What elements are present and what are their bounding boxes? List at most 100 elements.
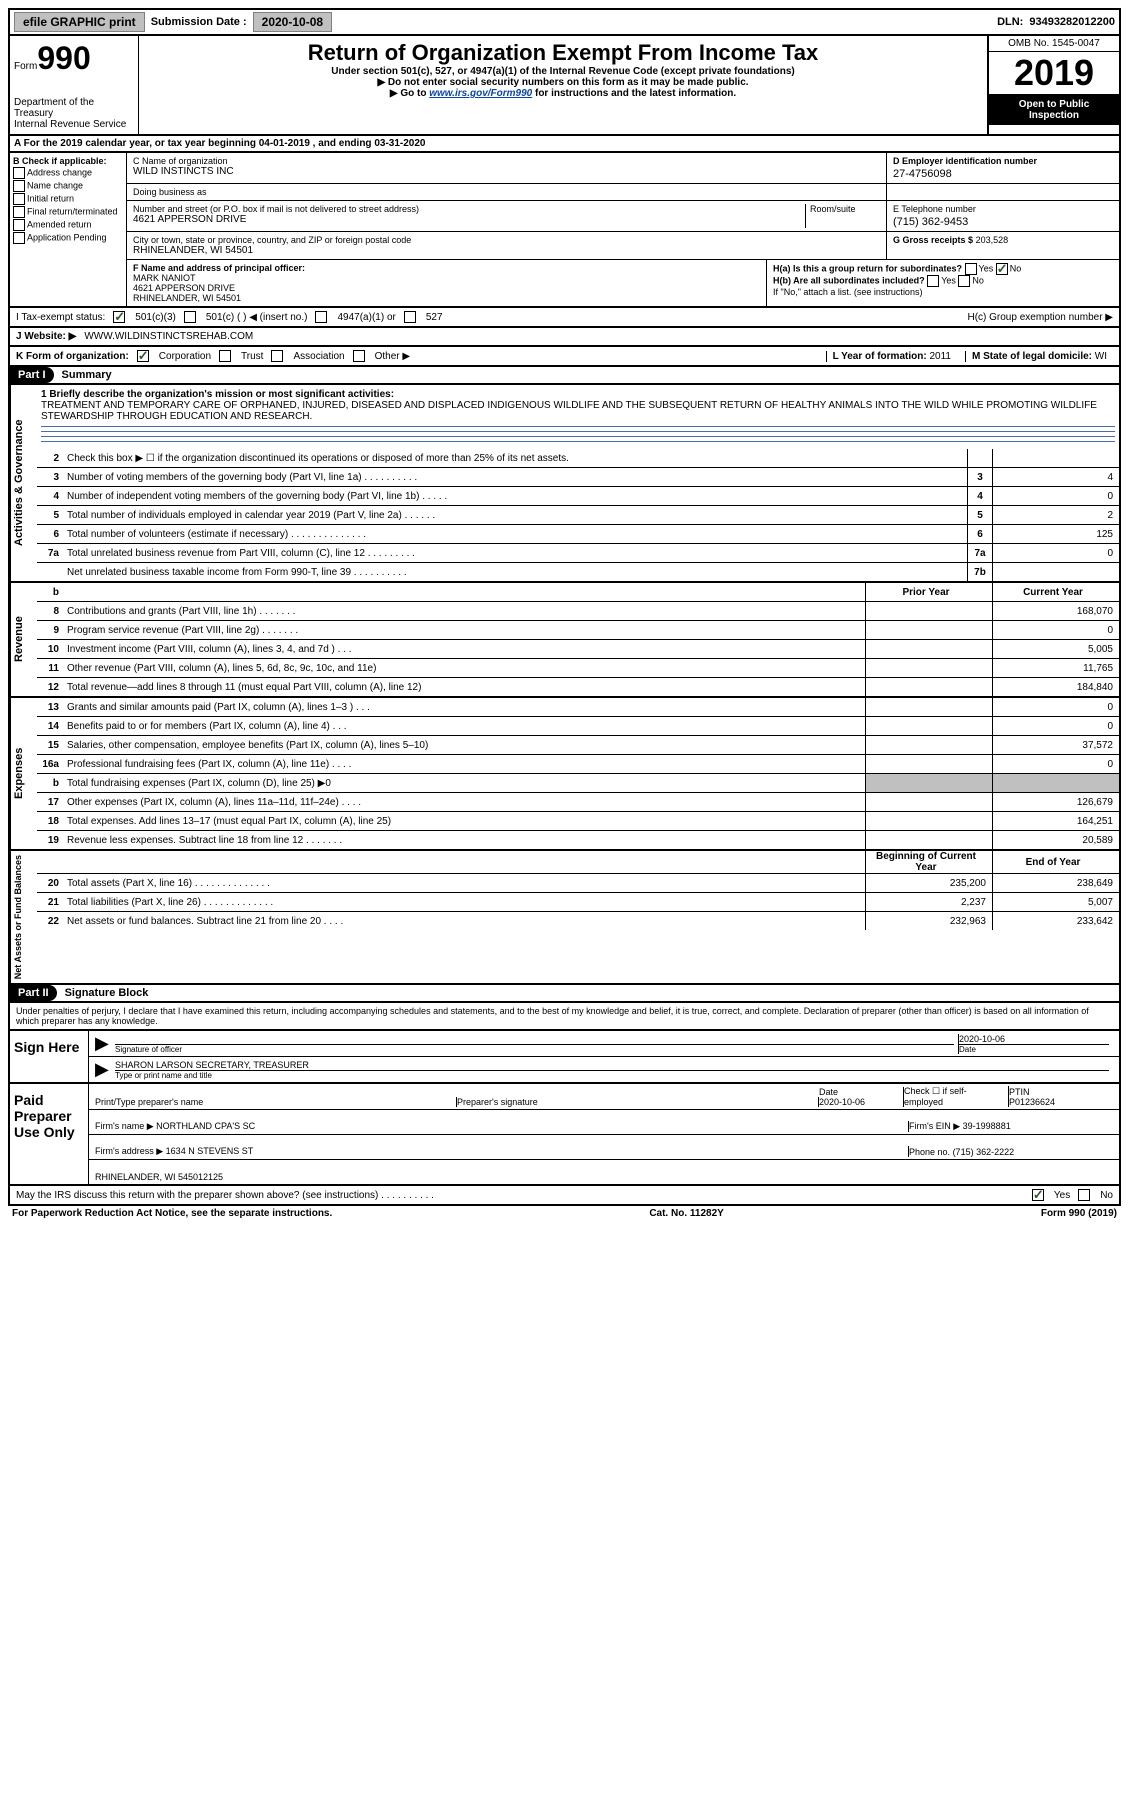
mission-text: TREATMENT AND TEMPORARY CARE OF ORPHANED… [41, 400, 1097, 422]
c-room-label: Room/suite [810, 204, 856, 214]
penalties-text: Under penalties of perjury, I declare th… [8, 1003, 1121, 1031]
check-address-change[interactable] [13, 167, 25, 179]
j-website: WWW.WILDINSTINCTSREHAB.COM [84, 331, 253, 342]
sign-here-label: Sign Here [10, 1031, 89, 1082]
f-name: MARK NANIOT [133, 273, 196, 283]
form-label: Form [14, 61, 37, 72]
check-final-return[interactable] [13, 206, 25, 218]
goto-post: for instructions and the latest informat… [532, 88, 736, 99]
current-year-head: Current Year [993, 583, 1119, 601]
j-label: J Website: ▶ [16, 331, 76, 342]
dln-label: DLN: [997, 16, 1023, 28]
i-501c[interactable] [184, 311, 196, 323]
prior-year-head: Prior Year [865, 583, 993, 601]
form-title: Return of Organization Exempt From Incom… [147, 40, 979, 66]
hb-note: If "No," attach a list. (see instruction… [773, 287, 1113, 297]
part2-tag: Part II [10, 985, 57, 1001]
side-governance: Activities & Governance [10, 385, 37, 581]
col-header-row: Revenue b Prior Year Current Year 8Contr… [8, 583, 1121, 698]
part1-header: Part I Summary [8, 367, 1121, 385]
row-j: J Website: ▶ WWW.WILDINSTINCTSREHAB.COM [8, 328, 1121, 347]
check-name-change[interactable] [13, 180, 25, 192]
prep-phone: (715) 362-2222 [953, 1147, 1015, 1157]
open-public: Open to Public Inspection [989, 95, 1119, 125]
c-city-label: City or town, state or province, country… [133, 235, 411, 245]
k-trust[interactable] [219, 350, 231, 362]
part1-tag: Part I [10, 367, 54, 383]
discuss-no[interactable] [1078, 1189, 1090, 1201]
omb-number: OMB No. 1545-0047 [989, 36, 1119, 52]
check-application-pending[interactable] [13, 232, 25, 244]
form-number: 990 [37, 40, 90, 76]
c-name-value: WILD INSTINCTS INC [133, 166, 880, 177]
form-header: Form990 Department of the Treasury Inter… [8, 36, 1121, 136]
col-b-title: B Check if applicable: [13, 156, 107, 166]
i-501c3[interactable] [113, 311, 125, 323]
part2-title: Signature Block [65, 987, 149, 999]
check-amended[interactable] [13, 219, 25, 231]
check-initial-return[interactable] [13, 193, 25, 205]
discuss-text: May the IRS discuss this return with the… [16, 1190, 434, 1201]
paid-preparer-label: Paid Preparer Use Only [10, 1084, 89, 1184]
dept-treasury: Department of the Treasury Internal Reve… [14, 97, 134, 130]
form-subtitle-2: ▶ Do not enter social security numbers o… [147, 77, 979, 88]
prep-date: 2020-10-06 [819, 1097, 865, 1107]
footer-mid: Cat. No. 11282Y [649, 1208, 723, 1219]
c-addr-label: Number and street (or P.O. box if mail i… [133, 204, 419, 214]
side-netassets: Net Assets or Fund Balances [10, 851, 37, 983]
goto-pre: ▶ Go to [390, 88, 429, 99]
k-assoc[interactable] [271, 350, 283, 362]
ha-label: H(a) Is this a group return for subordin… [773, 263, 962, 273]
sig-name-label: Type or print name and title [115, 1070, 1109, 1080]
ha-no[interactable] [996, 263, 1008, 275]
k-label: K Form of organization: [16, 351, 129, 362]
tax-year: 2019 [989, 52, 1119, 95]
row-a-tax-year: A For the 2019 calendar year, or tax yea… [8, 136, 1121, 153]
paid-preparer-block: Paid Preparer Use Only Print/Type prepar… [8, 1084, 1121, 1186]
d-tel-value: (715) 362-9453 [893, 216, 1113, 228]
form-subtitle-1: Under section 501(c), 527, or 4947(a)(1)… [147, 66, 979, 77]
i-527[interactable] [404, 311, 416, 323]
c-name-label: C Name of organization [133, 156, 228, 166]
c-dba-label: Doing business as [133, 187, 207, 197]
sig-officer-label: Signature of officer [115, 1044, 954, 1054]
irs-link[interactable]: www.irs.gov/Form990 [429, 88, 532, 99]
subdate-value: 2020-10-08 [253, 12, 332, 32]
prep-addr2: RHINELANDER, WI 545012125 [95, 1172, 1113, 1182]
subdate-label: Submission Date : [151, 16, 247, 28]
hb-no[interactable] [958, 275, 970, 287]
discuss-yes[interactable] [1032, 1189, 1044, 1201]
footer-right: Form 990 (2019) [1041, 1208, 1117, 1219]
begin-year-head: Beginning of Current Year [865, 851, 993, 873]
m-state: WI [1095, 351, 1107, 362]
efile-button[interactable]: efile GRAPHIC print [14, 12, 145, 32]
sig-date: 2020-10-06 [959, 1034, 1109, 1044]
end-year-head: End of Year [993, 851, 1119, 873]
c-city-value: RHINELANDER, WI 54501 [133, 245, 880, 256]
netassets-section: Net Assets or Fund Balances Beginning of… [8, 851, 1121, 985]
d-gross-value: 203,528 [976, 235, 1009, 245]
f-addr2: RHINELANDER, WI 54501 [133, 293, 241, 303]
side-revenue: Revenue [10, 583, 37, 696]
hc-label: H(c) Group exemption number ▶ [967, 312, 1113, 323]
mission-label: 1 Briefly describe the organization's mi… [41, 389, 394, 400]
hb-yes[interactable] [927, 275, 939, 287]
prep-ptin: P01236624 [1009, 1097, 1055, 1107]
prep-addr: 1634 N STEVENS ST [166, 1146, 254, 1156]
k-corp[interactable] [137, 350, 149, 362]
k-other[interactable] [353, 350, 365, 362]
d-gross-label: G Gross receipts $ [893, 235, 973, 245]
d-ein-label: D Employer identification number [893, 156, 1037, 166]
i-4947[interactable] [315, 311, 327, 323]
prep-ein: 39-1998881 [963, 1121, 1011, 1131]
ha-yes[interactable] [965, 263, 977, 275]
activities-governance: Activities & Governance 1 Briefly descri… [8, 385, 1121, 583]
side-expenses: Expenses [10, 698, 37, 849]
sign-here-block: Sign Here ▶ Signature of officer 2020-10… [8, 1031, 1121, 1084]
col-b-checkboxes: B Check if applicable: Address change Na… [10, 153, 127, 306]
footer: For Paperwork Reduction Act Notice, see … [8, 1206, 1121, 1221]
c-addr-value: 4621 APPERSON DRIVE [133, 214, 805, 225]
f-label: F Name and address of principal officer: [133, 263, 305, 273]
part1-title: Summary [62, 369, 112, 381]
header-center: Return of Organization Exempt From Incom… [139, 36, 987, 134]
